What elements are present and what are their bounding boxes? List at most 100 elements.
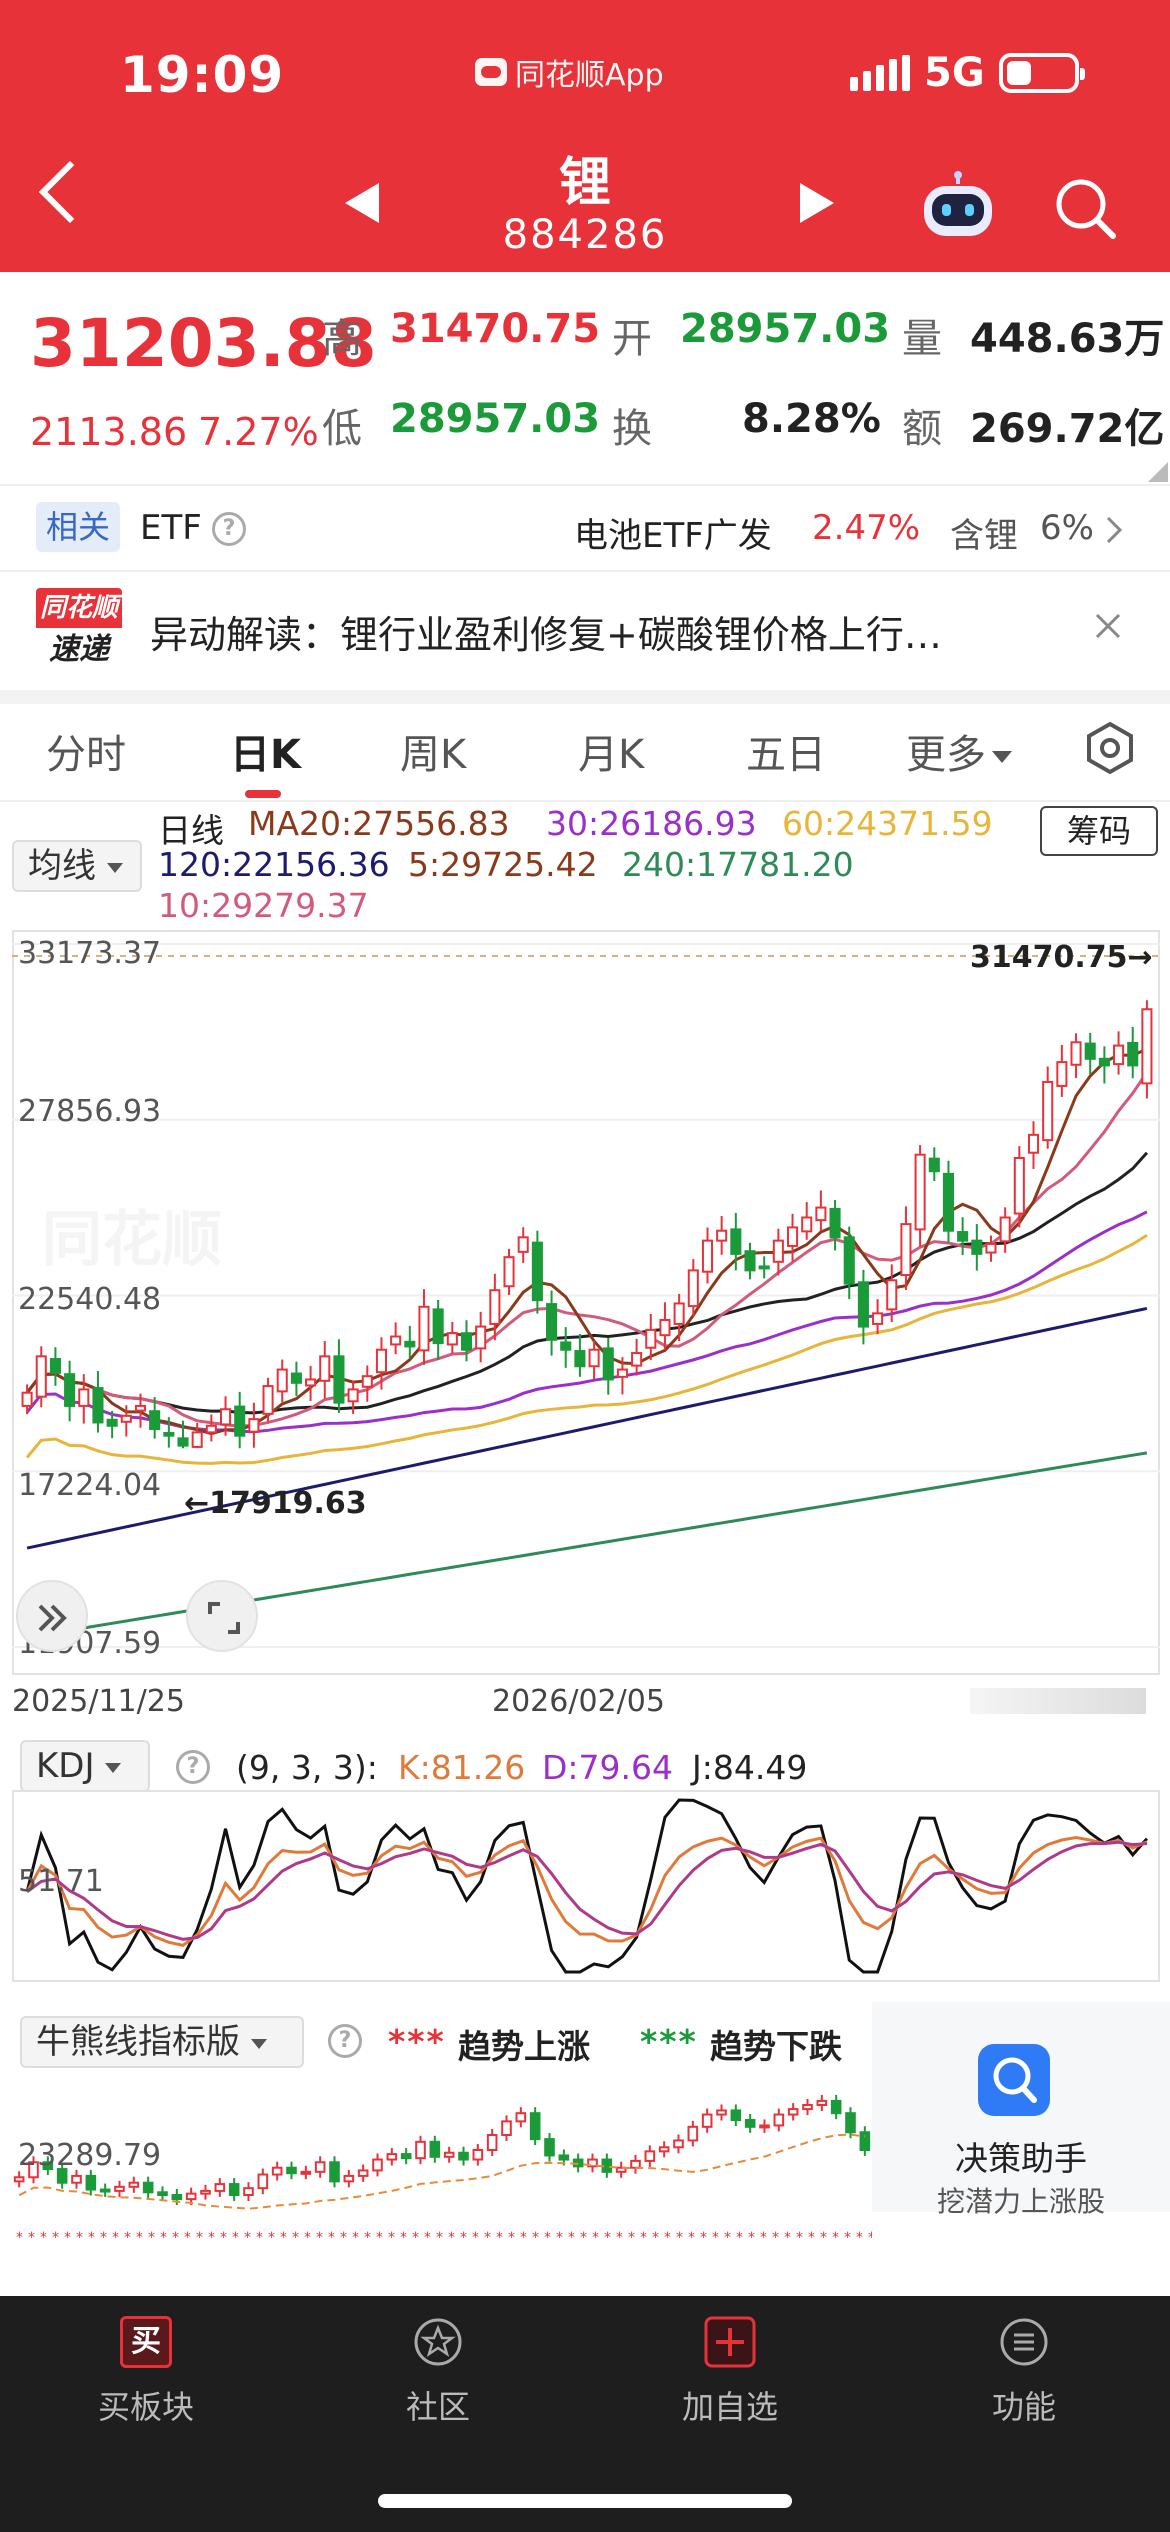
decision-assistant-panel[interactable] [872,2002,1170,2212]
trend-up-marker: * [76,2230,83,2246]
tab-monthly-k[interactable]: 月K [578,732,645,778]
bull-bear-candle [314,2161,326,2173]
etf-name[interactable]: 电池ETF广发 [574,516,772,556]
candle-body [900,1223,912,1277]
trend-up-marker: * [796,2230,803,2246]
nav-buy-sector[interactable]: 买 买板块 [46,2316,246,2428]
bull-bear-candle [787,2108,799,2116]
trend-up-marker: * [808,2230,815,2246]
trend-up-label: 趋势上涨 [458,2027,590,2066]
bull-bear-candle [257,2173,269,2190]
chip-distribution-button[interactable]: 筹码 [1040,806,1158,856]
ma10-line [25,1071,1149,1428]
candle-body [886,1279,898,1311]
header-bar: 19:09 同花顺App 5G 锂 884286 [0,0,1170,272]
candle-body [531,1241,543,1302]
news-badge: 同花顺 速递 [36,588,122,672]
bull-bear-candle [443,2151,455,2158]
bull-bear-chart[interactable]: * * * * * * * * * * * * * * * * * * * * * * * * * * * * * * * * * * * * * * * *… [12,2070,872,2260]
nav-community-label: 社区 [405,2388,470,2426]
help-icon[interactable]: ? [328,2024,362,2058]
bull-bear-candle [658,2146,670,2153]
bull-bear-candle [458,2151,469,2161]
nav-community[interactable]: 社区 [338,2316,538,2428]
bull-bear-candle [99,2188,111,2193]
candle-body [503,1256,515,1288]
candle-body [560,1341,572,1351]
volume-value: 448.63万 [970,316,1165,362]
bull-bear-candle [343,2174,355,2183]
robot-assistant-icon[interactable] [918,170,998,242]
expand-sidebar-button[interactable] [16,1580,88,1652]
watermark: 同花顺 [42,1205,222,1275]
stock-name: 锂 [558,153,611,213]
trend-up-marker: * [184,2230,191,2246]
double-chevron-right-icon [38,1604,67,1632]
bull-bear-candle [85,2174,97,2191]
bull-bear-candle [128,2181,140,2188]
settings-hexagon-icon[interactable] [1082,720,1138,776]
tab-intraday[interactable]: 分时 [46,732,126,778]
bull-bear-candle [228,2183,240,2197]
news-text[interactable]: 异动解读：锂行业盈利修复+碳酸锂价格上行… [150,613,942,657]
candle-body [701,1239,714,1273]
nav-add-favorite[interactable]: 加自选 [630,2316,830,2428]
trend-up-marker: * [148,2230,155,2246]
news-row[interactable] [0,574,1170,686]
trend-up-marker: * [40,2230,47,2246]
candle-body [985,1242,997,1254]
fullscreen-button[interactable] [186,1580,258,1652]
bull-bear-candle [544,2138,555,2157]
tab-daily-k[interactable]: 日K [230,732,301,778]
next-stock-icon[interactable] [800,183,834,223]
prev-stock-icon[interactable] [345,183,379,223]
divider [0,800,1170,802]
add-favorite-icon [704,2316,756,2368]
bull-bear-candle [142,2181,154,2194]
bull-bear-candle [773,2113,785,2127]
chevron-down-icon [992,751,1012,763]
ma-selector[interactable]: 均线 [12,840,142,892]
bull-bear-candle [587,2158,598,2168]
bull-bear-candle [615,2166,627,2173]
trend-up-marker: * [676,2230,683,2246]
help-icon[interactable]: ? [212,512,246,546]
community-icon [412,2316,464,2368]
candle-body [687,1269,699,1308]
tab-more[interactable]: 更多 [906,722,1012,780]
bull-bear-candle [486,2134,498,2151]
trend-up-marker: * [448,2230,455,2246]
nav-functions[interactable]: 功能 [924,2316,1124,2428]
candle-body [262,1385,274,1415]
trend-up-marker: * [244,2230,251,2246]
trend-up-marker: * [64,2230,71,2246]
search-icon[interactable] [1053,176,1117,240]
candle-body [1027,1133,1040,1154]
indicator-selector[interactable]: 牛熊线指标版 [20,2016,304,2068]
kdj-selector[interactable]: KDJ [20,1740,150,1792]
menu-icon [998,2316,1050,2368]
trend-up-marker: * [700,2230,707,2246]
kline-chart[interactable]: 同花顺 [12,930,1160,1675]
range-scrollbar[interactable] [970,1688,1146,1714]
tab-five-day[interactable]: 五日 [746,732,826,778]
nav-functions-label: 功能 [991,2388,1056,2426]
chevron-right-icon[interactable] [1104,516,1124,544]
close-icon[interactable] [1094,612,1122,640]
help-icon[interactable]: ? [176,1750,210,1784]
y-axis-label-2: 27856.93 [18,1094,162,1129]
battery-icon [998,53,1085,93]
kdj-k-line [25,1835,1148,1947]
ma30-value: 30:26186.93 [546,804,757,843]
kdj-chart[interactable] [12,1790,1160,1982]
chevron-down-icon [106,862,123,873]
candle-body [333,1355,345,1404]
candle-body [404,1340,416,1348]
home-indicator[interactable] [378,2494,792,2508]
back-icon[interactable] [38,160,102,224]
signal-icon [850,55,910,91]
expand-corner-icon[interactable] [1148,462,1168,482]
bull-bear-candle [56,2168,68,2184]
tab-weekly-k[interactable]: 周K [400,732,467,778]
hold-label: 含锂 [950,516,1018,556]
